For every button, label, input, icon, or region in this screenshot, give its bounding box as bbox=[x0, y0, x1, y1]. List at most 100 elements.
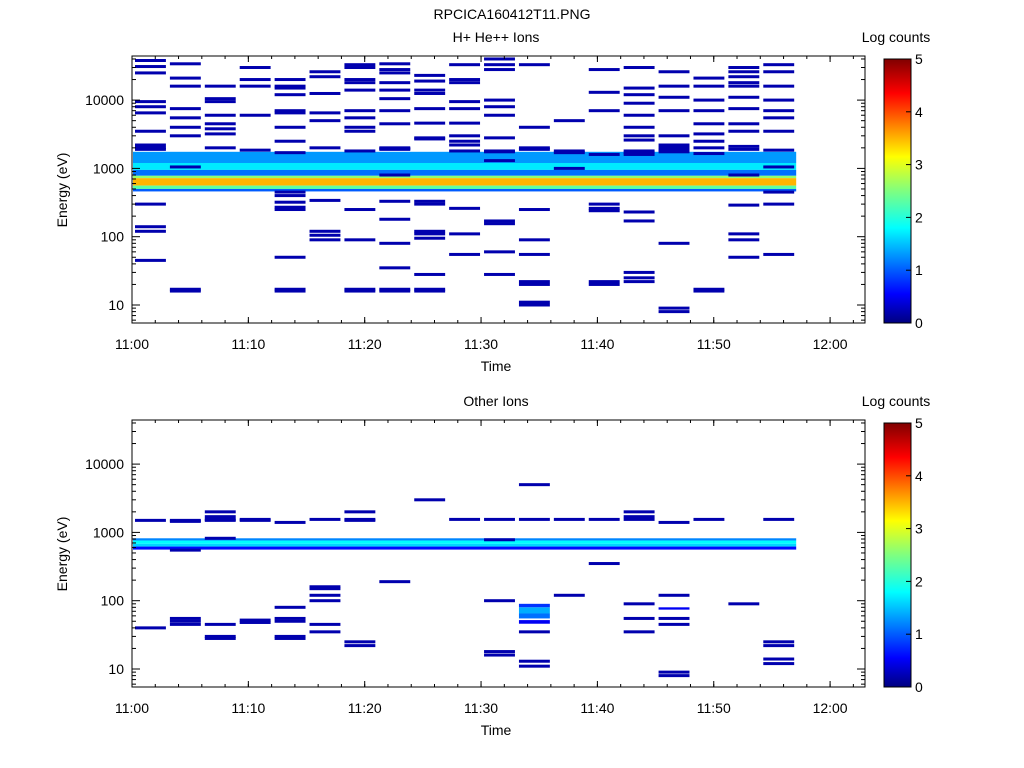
count-cell bbox=[309, 593, 341, 597]
count-cell bbox=[379, 122, 411, 126]
colorbar bbox=[883, 58, 912, 324]
count-cell bbox=[309, 630, 341, 634]
count-cell bbox=[135, 202, 166, 206]
count-cell bbox=[309, 233, 341, 237]
count-cell bbox=[553, 593, 585, 597]
count-cell bbox=[484, 650, 515, 654]
count-cell bbox=[449, 143, 481, 147]
count-cell bbox=[693, 98, 725, 102]
count-cell bbox=[484, 113, 515, 117]
count-cell bbox=[623, 270, 655, 274]
count-cell bbox=[658, 148, 690, 152]
count-cell bbox=[344, 78, 376, 82]
count-cell bbox=[169, 519, 201, 523]
count-cell bbox=[309, 622, 341, 626]
count-cell bbox=[379, 580, 411, 584]
count-cell bbox=[344, 63, 376, 67]
count-cell bbox=[379, 62, 411, 66]
energy-band bbox=[133, 185, 797, 189]
x-axis-label: Time bbox=[481, 358, 512, 374]
count-cell bbox=[169, 62, 201, 66]
count-cell bbox=[449, 121, 481, 125]
count-cell bbox=[309, 585, 341, 589]
count-cell bbox=[588, 206, 620, 210]
panel-title: Other Ions bbox=[463, 393, 528, 409]
count-cell bbox=[518, 252, 550, 256]
count-cell bbox=[414, 73, 446, 77]
energy-band bbox=[133, 169, 797, 176]
count-cell bbox=[763, 84, 795, 88]
count-cell bbox=[623, 138, 655, 142]
count-cell bbox=[344, 510, 376, 514]
count-cell bbox=[274, 289, 306, 293]
count-cell bbox=[449, 517, 481, 521]
count-cell bbox=[344, 289, 376, 293]
count-cell bbox=[623, 125, 655, 129]
count-cell bbox=[763, 129, 795, 133]
count-cell bbox=[763, 165, 795, 169]
count-cell bbox=[344, 129, 376, 133]
energy-band bbox=[133, 151, 797, 163]
count-cell bbox=[728, 84, 760, 88]
count-cell bbox=[484, 57, 515, 61]
count-cell bbox=[414, 236, 446, 240]
x-tick-label: 11:40 bbox=[580, 336, 614, 352]
count-cell bbox=[693, 76, 725, 80]
colorbar-tick-label: 1 bbox=[915, 262, 923, 278]
count-cell bbox=[135, 225, 166, 229]
count-cell bbox=[553, 166, 585, 170]
count-cell bbox=[518, 483, 550, 487]
count-cell bbox=[274, 139, 306, 143]
count-cell bbox=[484, 68, 515, 72]
count-cell bbox=[728, 95, 760, 99]
count-cell bbox=[309, 229, 341, 233]
count-cell bbox=[728, 173, 760, 177]
count-cell bbox=[763, 662, 795, 666]
count-cell bbox=[484, 98, 515, 102]
count-cell bbox=[484, 538, 515, 542]
count-cell bbox=[693, 122, 725, 126]
count-cell bbox=[518, 659, 550, 663]
count-cell bbox=[309, 517, 341, 521]
colorbar-tick-label: 0 bbox=[915, 315, 923, 331]
count-cell bbox=[658, 520, 690, 524]
count-cell bbox=[449, 134, 481, 138]
count-cell bbox=[239, 518, 271, 522]
count-cell bbox=[623, 134, 655, 138]
count-cell bbox=[623, 616, 655, 620]
count-cell bbox=[309, 91, 341, 95]
count-cell bbox=[693, 139, 725, 143]
count-cell bbox=[518, 282, 550, 286]
count-cell bbox=[484, 517, 515, 521]
count-cell bbox=[658, 146, 690, 150]
count-cell bbox=[623, 280, 655, 284]
count-cell bbox=[344, 208, 376, 212]
colorbar-tick-label: 4 bbox=[915, 468, 923, 484]
count-cell bbox=[204, 113, 236, 117]
count-cell bbox=[553, 119, 585, 123]
count-cell bbox=[379, 109, 411, 113]
count-cell bbox=[344, 149, 376, 153]
count-cell bbox=[728, 107, 760, 111]
colorbar-tick-label: 0 bbox=[915, 679, 923, 695]
count-cell bbox=[449, 107, 481, 111]
count-cell bbox=[135, 258, 166, 262]
count-cell bbox=[169, 287, 201, 291]
colorbar bbox=[883, 422, 912, 688]
colorbar-ticks: 0 1 2 3 4 5 bbox=[906, 415, 923, 695]
colorbar-tick-label: 3 bbox=[915, 521, 923, 537]
colorbar-label: Log counts bbox=[862, 29, 931, 45]
count-cell bbox=[763, 517, 795, 521]
y-tick-label: 10000 bbox=[85, 92, 124, 108]
count-cell bbox=[658, 84, 690, 88]
count-cell bbox=[658, 674, 690, 678]
count-cell bbox=[379, 289, 411, 293]
count-cell bbox=[658, 593, 690, 597]
count-cell bbox=[484, 63, 515, 67]
count-cell bbox=[763, 63, 795, 67]
count-cell bbox=[658, 310, 690, 314]
y-axis-label: Energy (eV) bbox=[54, 517, 70, 592]
count-cell bbox=[658, 70, 690, 74]
count-cell bbox=[588, 152, 620, 156]
count-cell bbox=[204, 132, 236, 136]
